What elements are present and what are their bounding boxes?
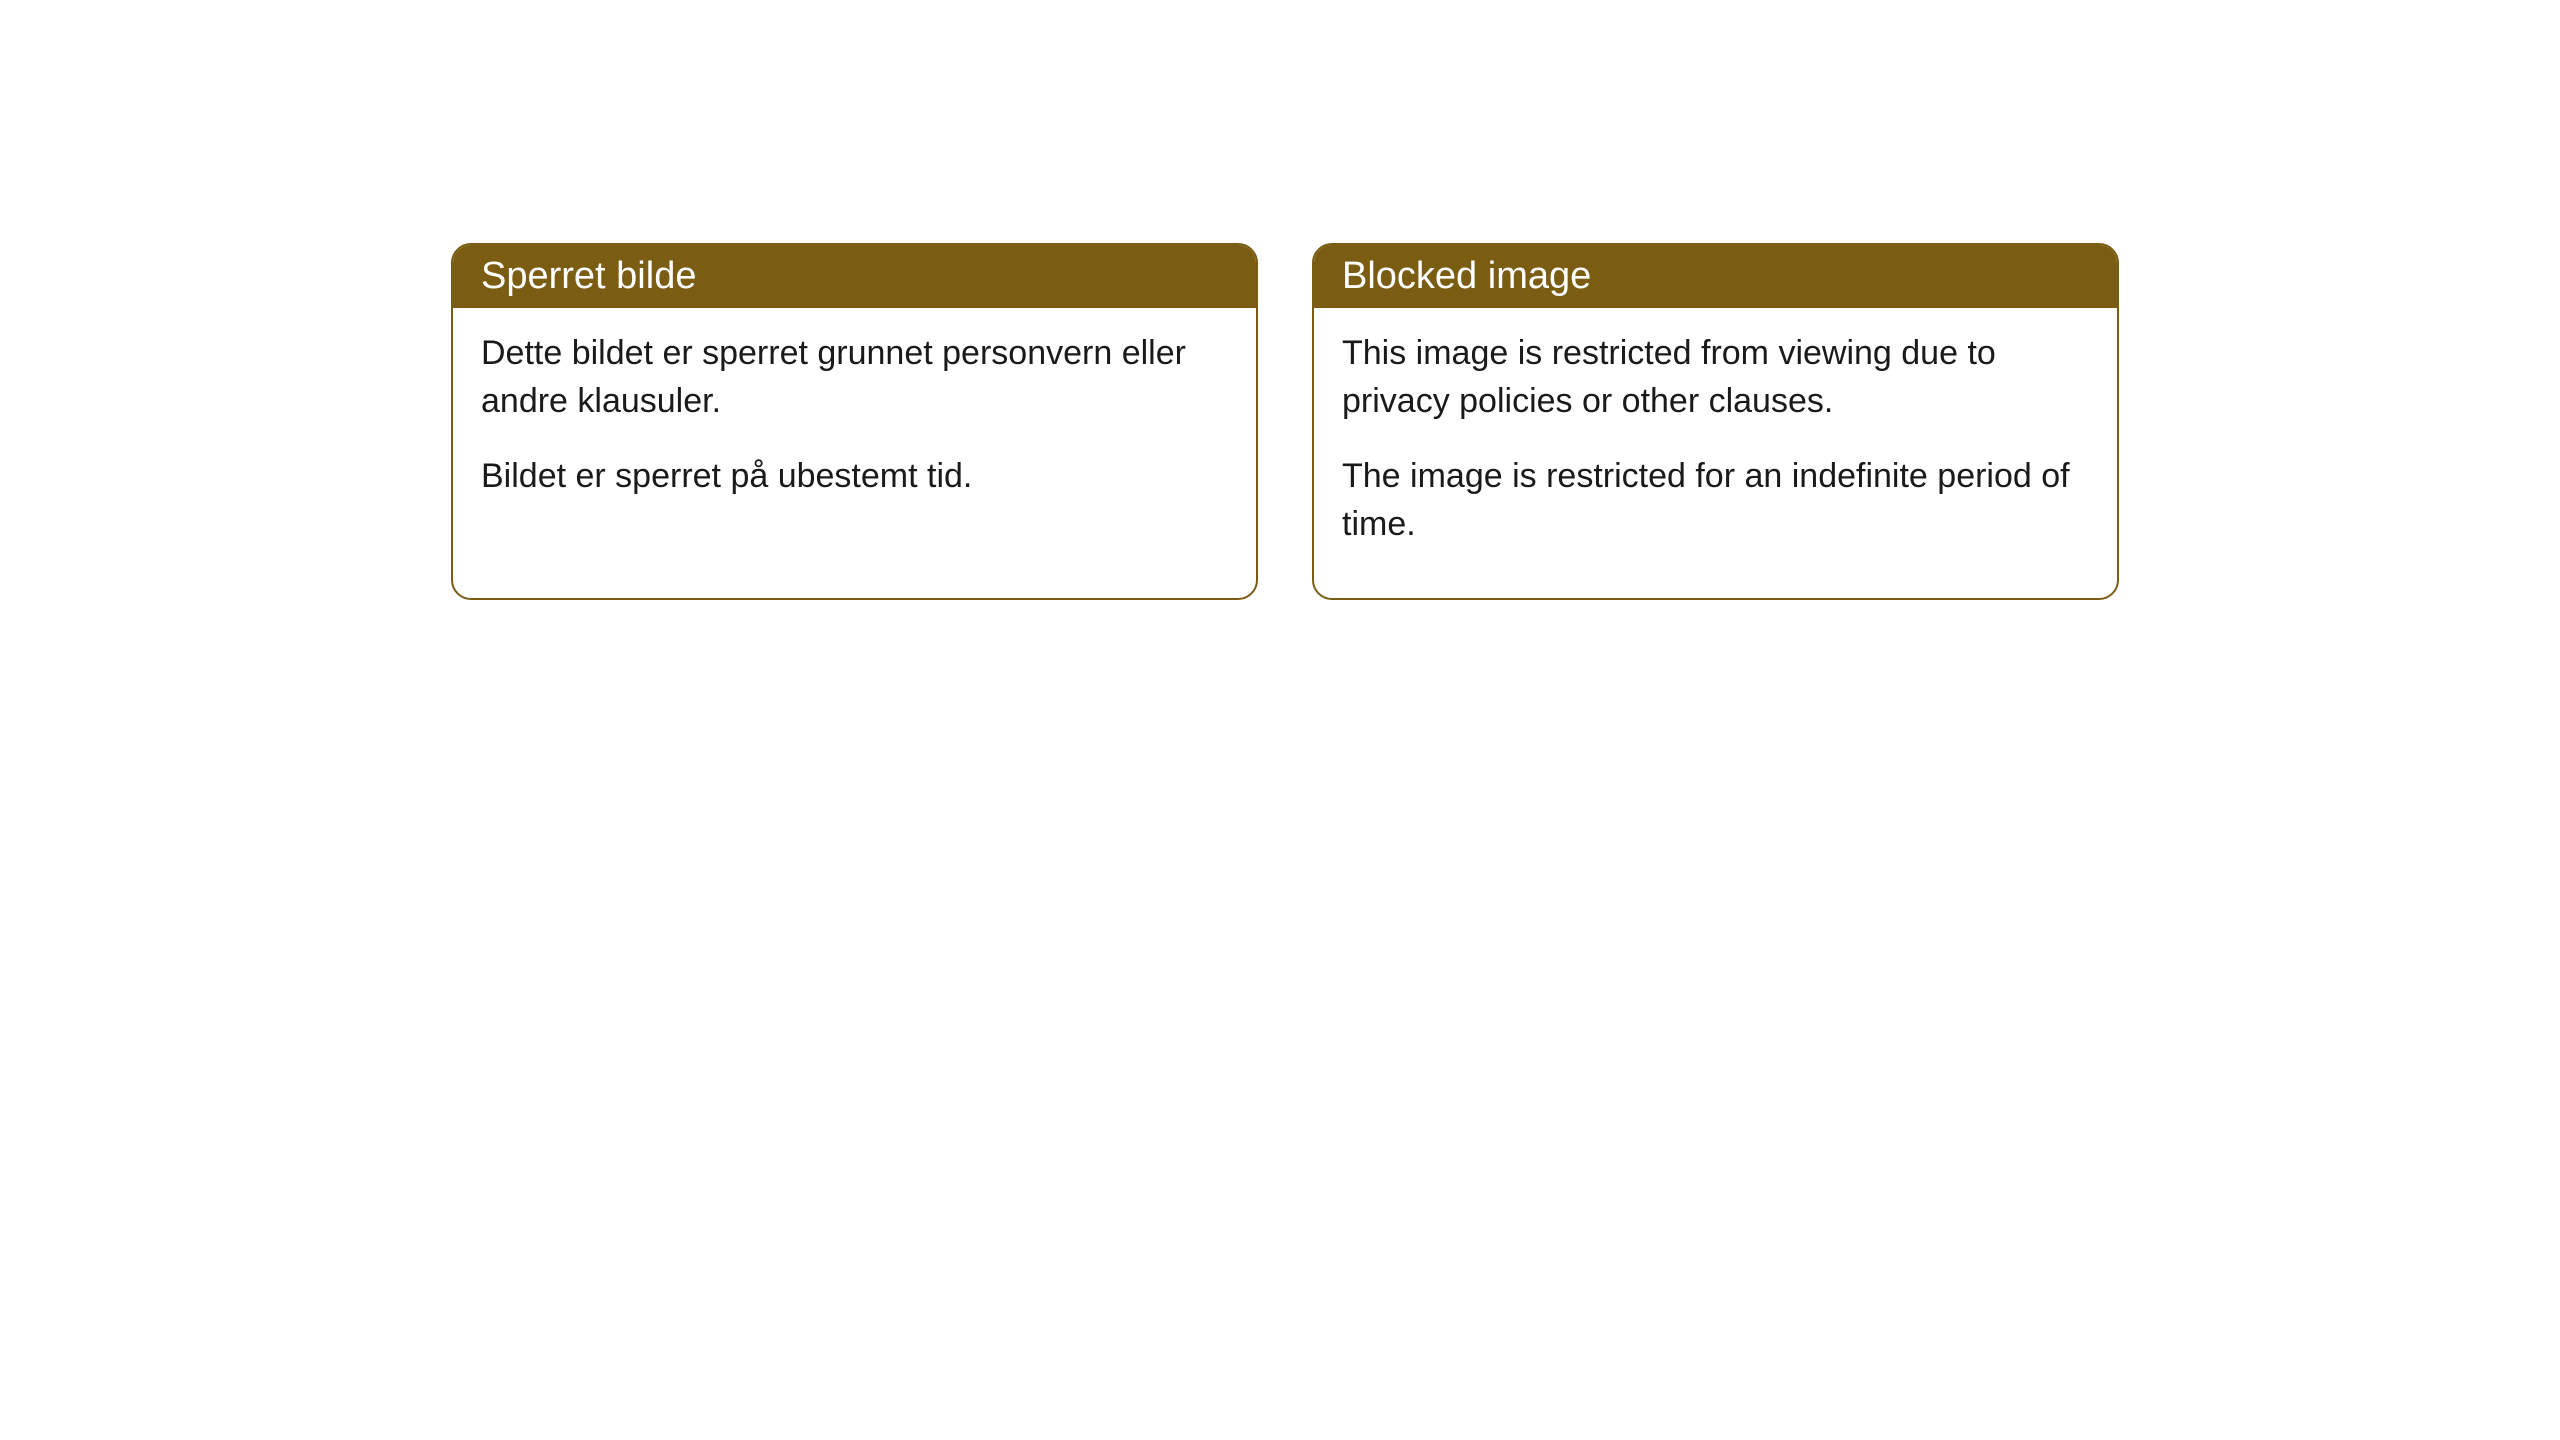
card-norwegian: Sperret bilde Dette bildet er sperret gr…: [451, 243, 1258, 600]
card-paragraph: The image is restricted for an indefinit…: [1342, 453, 2089, 548]
card-header-norwegian: Sperret bilde: [453, 245, 1256, 308]
card-paragraph: Dette bildet er sperret grunnet personve…: [481, 330, 1228, 425]
card-paragraph: This image is restricted from viewing du…: [1342, 330, 2089, 425]
card-body-norwegian: Dette bildet er sperret grunnet personve…: [453, 308, 1256, 551]
cards-container: Sperret bilde Dette bildet er sperret gr…: [451, 243, 2119, 600]
card-body-english: This image is restricted from viewing du…: [1314, 308, 2117, 598]
card-header-english: Blocked image: [1314, 245, 2117, 308]
card-paragraph: Bildet er sperret på ubestemt tid.: [481, 453, 1228, 501]
card-english: Blocked image This image is restricted f…: [1312, 243, 2119, 600]
